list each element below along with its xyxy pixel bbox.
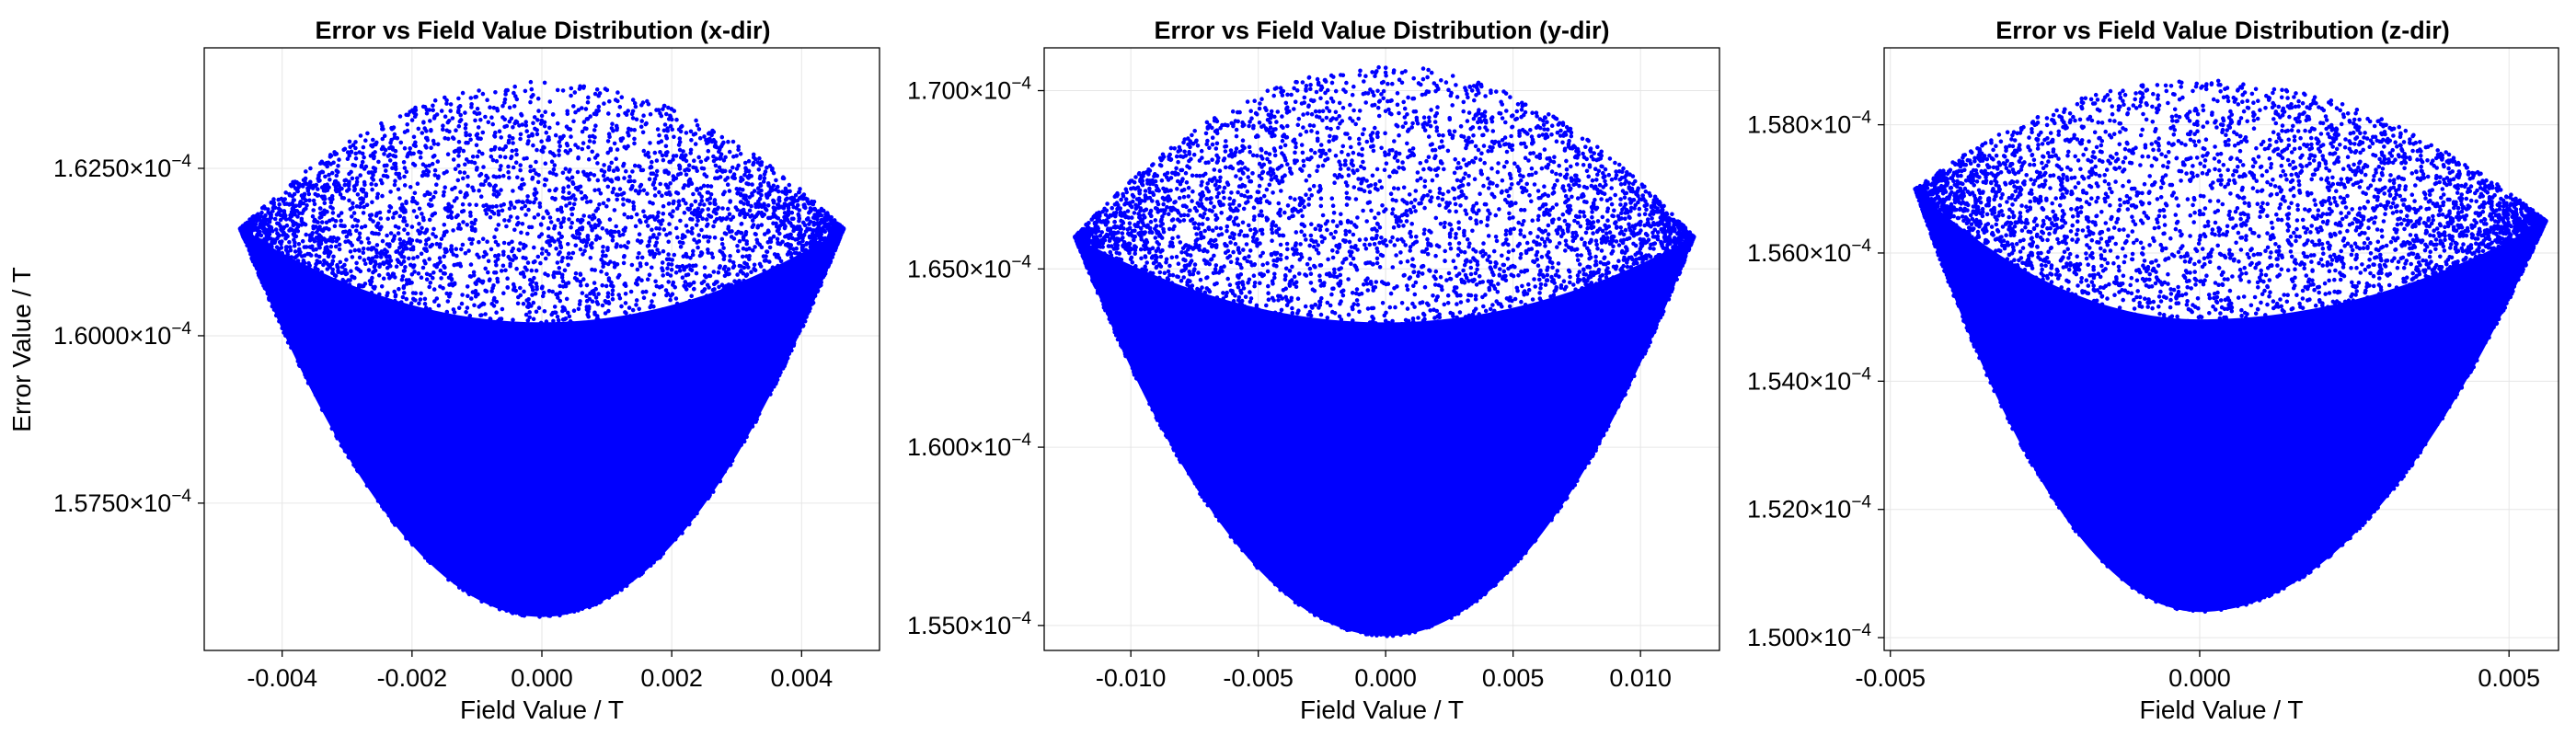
y-tick-label: 1.550×10−4	[907, 609, 1031, 639]
chart-panel-2: -0.010 -0.005 0.000 0.005 0.010 1.550×10−4 1.6…	[907, 17, 1720, 724]
x-axis-label: Field Value / T	[1300, 696, 1464, 724]
x-tick-label: -0.005	[1223, 664, 1294, 692]
y-tick-label: 1.600×10−4	[907, 431, 1031, 461]
y-tick-label: 1.6250×10−4	[53, 152, 191, 182]
axes-frame	[1043, 47, 1720, 651]
y-tick-label: 1.520×10−4	[1747, 493, 1871, 523]
x-axis-label: Field Value / T	[2140, 696, 2304, 724]
chart-panel-3: -0.005 0.000 0.005 1.500×10−4 1.520×10−4 1.54…	[1747, 17, 2559, 724]
axes-frame	[1883, 47, 2559, 651]
x-tick-label: -0.010	[1096, 664, 1167, 692]
x-tick-label: 0.004	[771, 664, 834, 692]
x-axis-label: Field Value / T	[460, 696, 624, 724]
x-tick-label: -0.004	[247, 664, 317, 692]
x-tick-label: 0.010	[1609, 664, 1672, 692]
y-tick-label: 1.6000×10−4	[53, 319, 191, 350]
y-tick-label: 1.580×10−4	[1747, 109, 1871, 139]
scatter-points	[1073, 64, 1696, 638]
y-tick-label: 1.5750×10−4	[53, 487, 191, 517]
x-tick-label: -0.005	[1855, 664, 1926, 692]
chart-panel-1: -0.004 -0.002 0.000 0.002 0.004 1.5750×10−4 1.…	[7, 17, 880, 724]
y-tick-label: 1.650×10−4	[907, 252, 1031, 282]
x-tick-label: 0.005	[2478, 664, 2540, 692]
x-tick-label: 0.000	[511, 664, 573, 692]
y-tick-label: 1.560×10−4	[1747, 236, 1871, 267]
y-tick-label: 1.700×10−4	[907, 75, 1031, 105]
x-tick-label: 0.005	[1482, 664, 1545, 692]
x-tick-label: 0.000	[1354, 664, 1417, 692]
x-tick-label: -0.002	[377, 664, 448, 692]
chart-title: Error vs Field Value Distribution (x-dir…	[315, 17, 770, 44]
chart-title: Error vs Field Value Distribution (y-dir…	[1154, 17, 1609, 44]
y-tick-label: 1.500×10−4	[1747, 621, 1871, 651]
y-tick-label: 1.540×10−4	[1747, 364, 1871, 395]
x-tick-label: 0.002	[640, 664, 703, 692]
chart-title: Error vs Field Value Distribution (z-dir…	[1995, 17, 2450, 44]
scatter-points	[237, 79, 846, 619]
x-tick-label: 0.000	[2168, 664, 2231, 692]
y-axis-label: Error Value / T	[7, 267, 36, 431]
